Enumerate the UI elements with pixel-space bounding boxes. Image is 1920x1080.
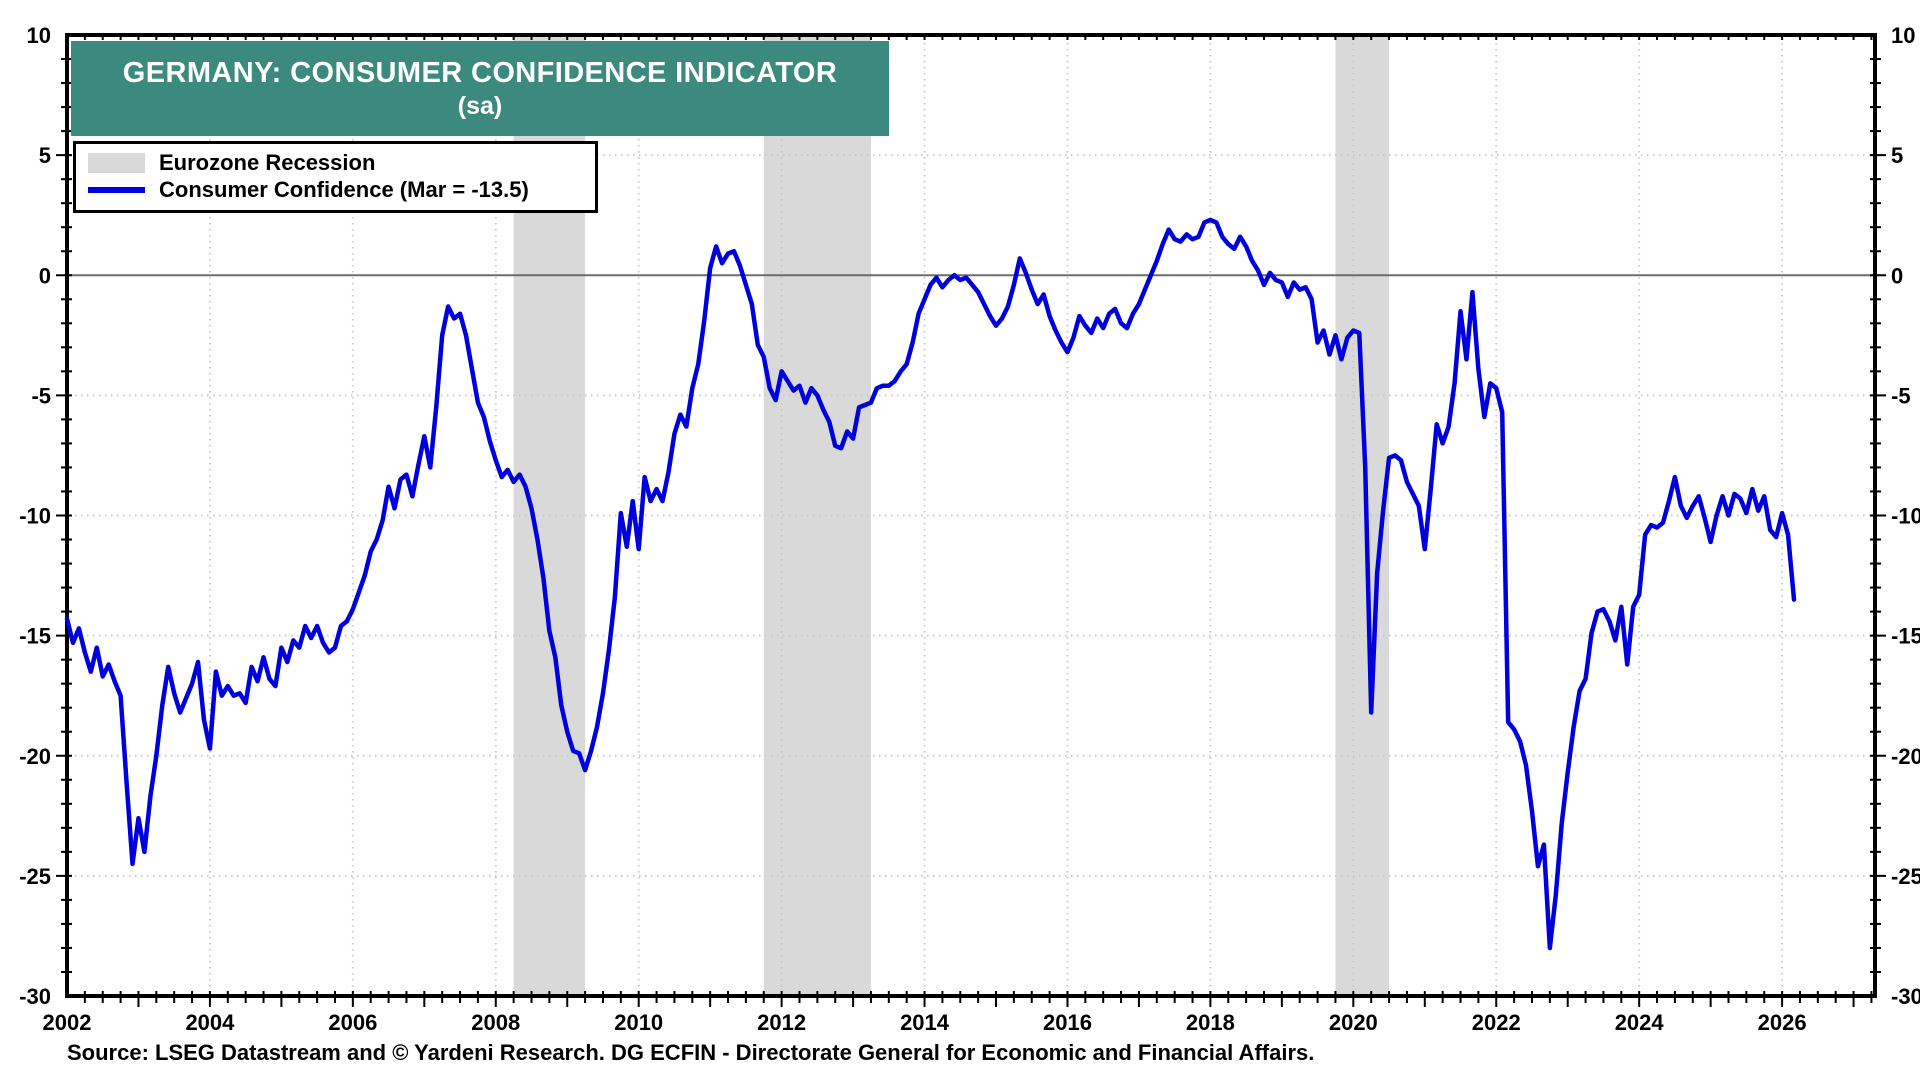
x-axis-label: 2004 (185, 1010, 235, 1035)
legend-item-recession: Eurozone Recession (88, 149, 583, 176)
x-axis-label: 2010 (614, 1010, 663, 1035)
y-axis-label-left: -15 (19, 624, 51, 649)
legend-label-recession: Eurozone Recession (159, 149, 376, 175)
x-axis-label: 2012 (757, 1010, 806, 1035)
x-axis-label: 2024 (1615, 1010, 1665, 1035)
x-axis-label: 2016 (1043, 1010, 1092, 1035)
y-axis-label-right: -15 (1891, 624, 1920, 649)
x-axis-label: 2006 (328, 1010, 377, 1035)
y-axis-label-right: -25 (1891, 864, 1920, 889)
y-axis-label-right: -5 (1891, 383, 1911, 408)
x-axis-label: 2022 (1472, 1010, 1521, 1035)
y-axis-label-left: -10 (19, 504, 51, 529)
recession-band (763, 37, 871, 994)
y-axis-label-left: -30 (19, 984, 51, 1009)
legend: Eurozone Recession Consumer Confidence (… (73, 141, 598, 213)
y-axis-label-right: -20 (1891, 744, 1920, 769)
y-axis-label-left: 0 (39, 263, 51, 288)
x-axis-label: 2026 (1758, 1010, 1807, 1035)
x-axis-label: 2020 (1329, 1010, 1378, 1035)
y-axis-label-right: -30 (1891, 984, 1920, 1009)
recession-band (1335, 37, 1390, 994)
chart-subtitle: (sa) (457, 91, 503, 120)
x-axis-label: 2014 (900, 1010, 950, 1035)
y-axis-label-left: -20 (19, 744, 51, 769)
legend-item-series: Consumer Confidence (Mar = -13.5) (88, 176, 583, 203)
y-axis-label-left: -25 (19, 864, 51, 889)
source-attribution: Source: LSEG Datastream and © Yardeni Re… (67, 1040, 1315, 1065)
series-line-swatch (88, 186, 145, 193)
legend-label-series: Consumer Confidence (Mar = -13.5) (159, 176, 529, 202)
y-axis-label-right: 5 (1891, 143, 1903, 168)
y-axis-label-left: 5 (39, 143, 51, 168)
consumer-confidence-line (64, 217, 1797, 951)
y-axis-label-right: 10 (1891, 23, 1915, 48)
x-axis-label: 2008 (471, 1010, 520, 1035)
y-axis-label-left: -5 (31, 383, 51, 408)
x-axis-label: 2002 (43, 1010, 92, 1035)
chart-title: GERMANY: CONSUMER CONFIDENCE INDICATOR (122, 57, 838, 90)
x-axis-label: 2018 (1186, 1010, 1235, 1035)
y-axis-label-right: -10 (1891, 504, 1920, 529)
recession-band-swatch (88, 152, 145, 173)
y-axis-label-left: 10 (27, 23, 51, 48)
chart-title-box: GERMANY: CONSUMER CONFIDENCE INDICATOR (… (71, 41, 889, 136)
y-axis-label-right: 0 (1891, 263, 1903, 288)
